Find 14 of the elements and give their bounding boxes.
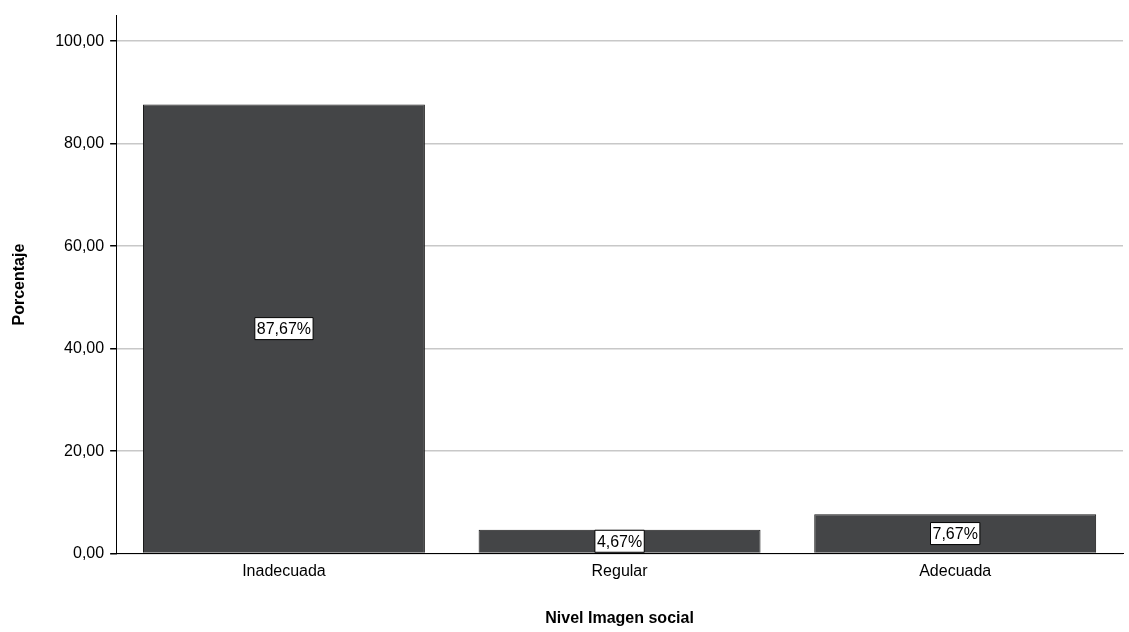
- data-label: 7,67%: [932, 524, 978, 542]
- data-label: 4,67%: [596, 532, 643, 550]
- x-tick-label: Adecuada: [919, 561, 992, 579]
- y-tick-label: 60,00: [64, 236, 105, 254]
- data-label: 87,67%: [256, 320, 312, 338]
- y-tick-label: 20,00: [64, 441, 105, 459]
- x-tick-label: Regular: [591, 561, 649, 579]
- y-tick-label: 0,00: [73, 544, 105, 562]
- y-tick-label: 40,00: [64, 339, 105, 357]
- x-tick-label: Inadecuada: [242, 561, 326, 579]
- y-tick-label: 80,00: [64, 134, 105, 152]
- x-axis-title: Nivel Imagen social: [545, 608, 694, 626]
- y-axis-title: Porcentaje: [10, 243, 28, 326]
- y-tick-label: 100,00: [55, 31, 105, 49]
